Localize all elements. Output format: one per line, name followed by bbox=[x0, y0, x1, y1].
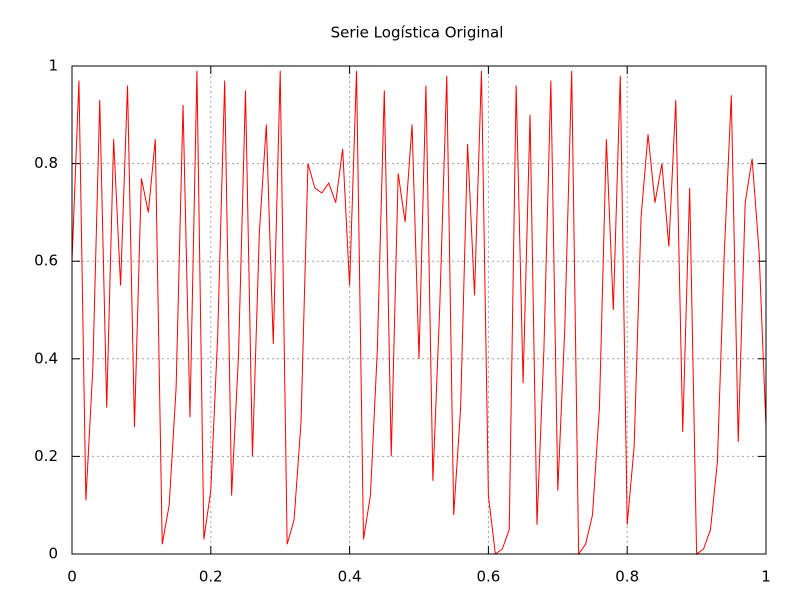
y-tick-label: 0.2 bbox=[34, 447, 58, 465]
x-tick-label: 1 bbox=[761, 568, 771, 586]
data-line bbox=[71, 70, 767, 556]
x-tick-label: 0.2 bbox=[199, 568, 223, 586]
y-tick-label: 0.6 bbox=[34, 252, 58, 270]
x-tick-label: 0.6 bbox=[476, 568, 500, 586]
y-tick-label: 1 bbox=[48, 57, 58, 75]
x-tick-label: 0.8 bbox=[615, 568, 639, 586]
x-tick-label: 0.4 bbox=[338, 568, 362, 586]
y-tick-label: 0 bbox=[48, 545, 58, 563]
y-tick-label: 0.8 bbox=[34, 154, 58, 172]
plot-border bbox=[71, 65, 767, 555]
y-tick-label: 0.4 bbox=[34, 349, 58, 367]
chart-title: Serie Logística Original bbox=[331, 24, 504, 42]
x-tick-label: 0 bbox=[67, 568, 77, 586]
